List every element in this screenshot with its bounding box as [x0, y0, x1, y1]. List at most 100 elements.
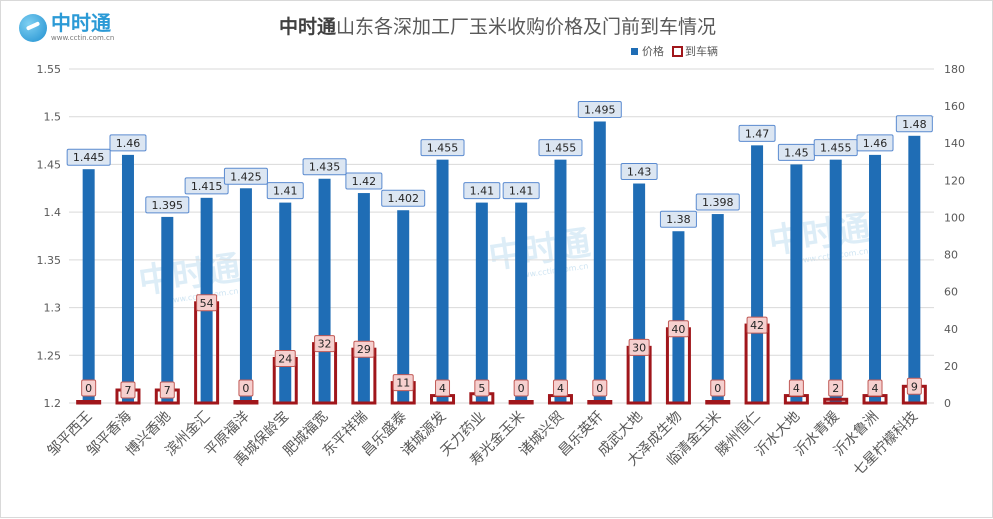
vehicle-label-box: [314, 335, 336, 353]
price-data-label: 1.42: [352, 175, 377, 188]
price-bar: [515, 202, 528, 403]
vehicle-box: [233, 400, 259, 405]
left-axis: 1.2 1.25 1.3 1.35 1.4 1.45 1.5 1.55: [37, 63, 62, 410]
price-label-box: [66, 148, 111, 166]
vehicle-label-box: [81, 379, 97, 397]
price-bar: [672, 231, 685, 403]
price-bar: [239, 188, 252, 403]
price-label-box: [895, 115, 933, 133]
price-data-label: 1.41: [273, 185, 298, 198]
price-label-box: [302, 158, 347, 176]
price-label-box: [463, 182, 501, 200]
price-data-label: 1.415: [191, 180, 223, 193]
price-bar: [121, 154, 134, 403]
vehicle-data-label: 29: [357, 343, 371, 356]
price-label-box: [620, 163, 658, 181]
vehicle-label-box: [435, 379, 451, 397]
price-data-label: 1.435: [309, 161, 341, 174]
legend-price-label: 价格: [642, 44, 664, 58]
price-bar: [279, 202, 292, 403]
logo-icon: [19, 13, 47, 42]
price-label-box: [223, 167, 268, 185]
price-bar: [711, 214, 724, 403]
right-axis: 0 20 40 60 80 100 120 140 160 180: [944, 63, 965, 410]
vehicle-label-box: [628, 338, 650, 356]
legend: 价格 到车辆: [631, 44, 718, 58]
brand-logo: 中时通 www.cctin.com.cn: [19, 13, 114, 42]
vehicle-data-label: 0: [518, 382, 525, 395]
vehicle-data-label: 7: [164, 384, 171, 397]
vehicle-label-box: [828, 379, 844, 397]
left-tick-label: 1.3: [44, 302, 62, 315]
left-tick-label: 1.35: [37, 254, 62, 267]
vehicle-label-box: [513, 379, 529, 397]
vehicle-label-box: [552, 379, 568, 397]
left-tick-label: 1.5: [44, 111, 62, 124]
price-label-box: [659, 210, 697, 228]
vehicle-label-box: [274, 349, 296, 367]
price-label-box: [109, 134, 147, 152]
vehicle-label-box: [238, 379, 254, 397]
vehicle-label-box: [788, 379, 804, 397]
price-bar: [633, 183, 646, 403]
vehicle-data-label: 24: [278, 352, 292, 365]
vehicle-data-label: 0: [596, 382, 603, 395]
price-label-box: [266, 182, 304, 200]
brand-url: www.cctin.com.cn: [51, 34, 115, 42]
vehicle-data-label: 2: [832, 382, 839, 395]
vehicle-data-label: 30: [632, 341, 646, 354]
price-data-label: 1.48: [902, 118, 927, 131]
price-labels: 1.445 1.46 1.395 1.415 1.425 1.41 1.435 1.42 1.4…: [66, 100, 933, 228]
price-data-label: 1.445: [73, 151, 105, 164]
vehicle-box: [705, 400, 731, 405]
price-data-label: 1.495: [584, 103, 616, 116]
chart-title: 中时通山东各深加工厂玉米收购价格及门前到车情况: [1, 12, 993, 39]
vehicle-label-box: [120, 381, 136, 399]
right-tick-label: 60: [944, 286, 958, 299]
vehicle-box: [587, 400, 613, 405]
price-label-box: [856, 134, 894, 152]
price-label-box: [695, 193, 740, 211]
price-label-box: [502, 182, 540, 200]
price-label-box: [577, 100, 622, 118]
price-data-label: 1.425: [230, 170, 262, 183]
price-label-box: [420, 139, 465, 157]
vehicle-data-label: 0: [85, 382, 92, 395]
vehicle-data-label: 54: [200, 297, 214, 310]
vehicle-box: [76, 400, 102, 405]
vehicle-data-label: 32: [318, 338, 332, 351]
vehicle-label-box: [392, 374, 414, 392]
legend-vehicle-swatch: [672, 46, 683, 57]
vehicle-label-box: [592, 379, 608, 397]
price-data-label: 1.455: [820, 142, 852, 155]
vehicle-label-box: [196, 294, 218, 312]
left-tick-label: 1.2: [44, 397, 62, 410]
price-bar: [869, 154, 882, 403]
price-data-label: 1.46: [116, 137, 141, 150]
right-tick-label: 120: [944, 174, 965, 187]
price-label-box: [538, 139, 583, 157]
left-tick-label: 1.4: [44, 206, 62, 219]
price-bar: [475, 202, 488, 403]
price-bar: [318, 178, 331, 403]
price-bar: [82, 169, 95, 403]
right-tick-label: 20: [944, 360, 958, 373]
left-tick-label: 1.45: [37, 158, 62, 171]
right-tick-label: 80: [944, 249, 958, 262]
price-bar: [751, 145, 764, 404]
vehicle-data-label: 0: [714, 382, 721, 395]
price-bar: [436, 159, 449, 403]
vehicle-label-box: [474, 379, 490, 397]
price-bar: [593, 121, 606, 403]
price-data-label: 1.45: [784, 146, 809, 159]
price-data-label: 1.46: [863, 137, 888, 150]
vehicle-label-box: [667, 320, 689, 338]
right-tick-label: 100: [944, 211, 965, 224]
price-data-label: 1.398: [702, 196, 734, 209]
vehicle-data-label: 4: [439, 382, 446, 395]
right-tick-label: 160: [944, 100, 965, 113]
price-label-box: [184, 177, 229, 195]
price-bar: [829, 159, 842, 403]
